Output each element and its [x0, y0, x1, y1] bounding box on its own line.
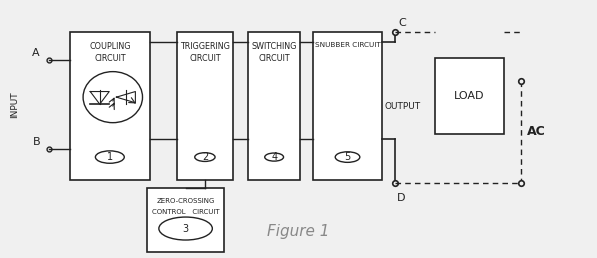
Text: OUTPUT: OUTPUT [384, 102, 421, 110]
Text: ZERO-CROSSING: ZERO-CROSSING [156, 198, 215, 204]
Bar [313, 32, 381, 180]
Text: AC: AC [527, 125, 546, 138]
Text: 2: 2 [202, 152, 208, 162]
Text: INPUT: INPUT [10, 91, 19, 118]
Text: CIRCUIT: CIRCUIT [189, 54, 221, 63]
Text: CONTROL   CIRCUIT: CONTROL CIRCUIT [152, 209, 220, 215]
Bar [177, 32, 233, 180]
Text: B: B [32, 137, 40, 147]
Text: Figure 1: Figure 1 [267, 224, 330, 239]
Text: LOAD: LOAD [454, 91, 485, 101]
Text: 1: 1 [107, 152, 113, 162]
Text: D: D [397, 193, 405, 203]
Text: 5: 5 [344, 152, 350, 162]
Text: 3: 3 [183, 223, 189, 233]
Text: A: A [32, 47, 40, 58]
Bar [70, 32, 150, 180]
Bar [435, 58, 503, 134]
Text: CIRCUIT: CIRCUIT [259, 54, 290, 63]
Text: C: C [398, 18, 406, 28]
Bar [248, 32, 300, 180]
Bar [147, 188, 224, 252]
Text: 4: 4 [271, 152, 277, 162]
Text: SWITCHING: SWITCHING [251, 42, 297, 51]
Text: COUPLING: COUPLING [89, 42, 131, 51]
Text: CIRCUIT: CIRCUIT [94, 54, 125, 63]
Text: SNUBBER CIRCUIT: SNUBBER CIRCUIT [315, 42, 380, 48]
Text: TRIGGERING: TRIGGERING [180, 42, 230, 51]
